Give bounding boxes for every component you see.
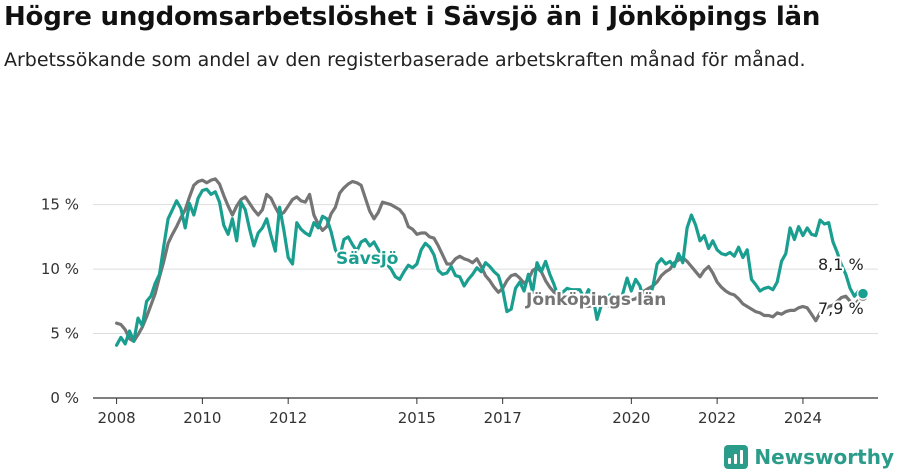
gridlines	[93, 204, 878, 335]
brand-name: Newsworthy	[754, 445, 894, 469]
series-lines	[115, 177, 870, 347]
end-label-savsjo: 8,1 %	[818, 255, 864, 274]
brand-logo: Newsworthy	[724, 445, 894, 469]
y-tick-label: 10 %	[41, 260, 79, 278]
series-label-lan: Jönköpings län	[525, 290, 666, 310]
y-tick-label: 0 %	[50, 389, 79, 407]
x-tick-label: 2008	[97, 409, 135, 427]
series-line-savsjo	[115, 187, 865, 347]
bar-chart-icon	[724, 445, 749, 469]
chart-title: Högre ungdomsarbetslöshet i Sävsjö än i …	[4, 2, 821, 32]
x-tick-label: 2020	[612, 409, 650, 427]
chart-subtitle: Arbetssökande som andel av den registerb…	[4, 49, 806, 71]
series-line-lan	[115, 177, 865, 343]
y-tick-label: 15 %	[41, 196, 79, 214]
x-axis: 2008 2010 2012 2015 2017 2020 2022 2024	[93, 397, 878, 427]
x-tick-label: 2015	[398, 409, 436, 427]
end-label-lan: 7,9 %	[818, 299, 864, 318]
series-end-point-savsjo	[856, 287, 870, 300]
x-tick-label: 2022	[698, 409, 736, 427]
y-axis: 0 % 5 % 10 % 15 %	[41, 196, 79, 407]
x-tick-label: 2010	[183, 409, 221, 427]
x-tick-label: 2017	[484, 409, 522, 427]
x-tick-label: 2012	[269, 409, 307, 427]
x-tick-label: 2024	[784, 409, 822, 427]
series-label-savsjo: Sävsjö	[336, 249, 398, 269]
y-tick-label: 5 %	[50, 325, 79, 343]
